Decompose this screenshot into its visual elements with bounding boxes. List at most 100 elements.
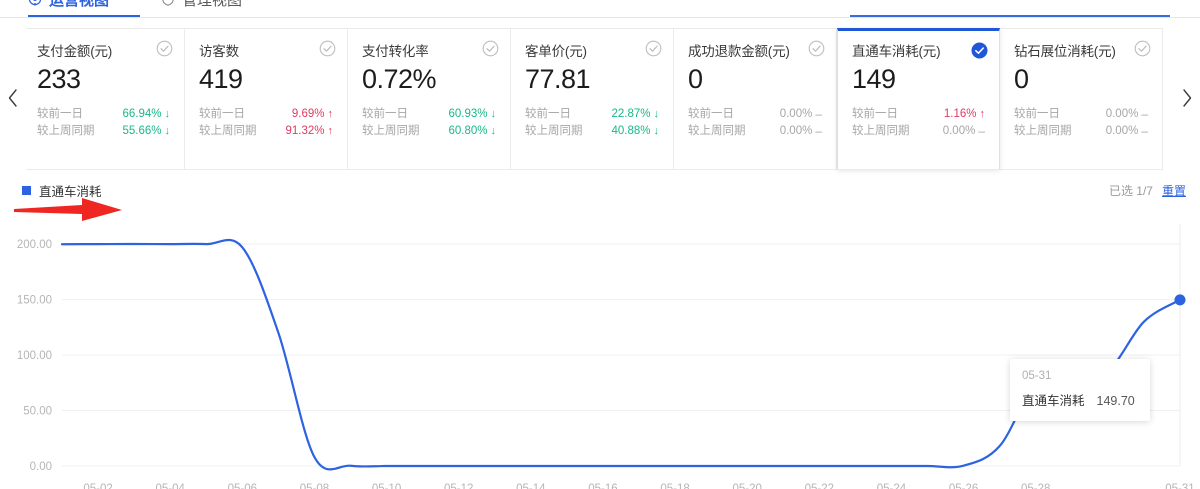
legend-item-chezhi[interactable]: 直通车消耗 [22, 181, 102, 200]
metric-card-comparisons: 较前一日 60.93% ↓ 较上周同期 60.80% ↓ [362, 106, 496, 140]
legend-label: 直通车消耗 [39, 185, 102, 199]
trend-flat-icon: – [815, 124, 822, 138]
tab-management-view[interactable]: 管理视图 [161, 0, 242, 18]
x-axis-tick-label: 05-28 [1021, 483, 1050, 489]
comparison-label: 较上周同期 [199, 125, 257, 137]
metric-card-title: 访客数 [199, 44, 239, 59]
shield-icon [161, 0, 175, 6]
comparison-label: 较上周同期 [688, 125, 746, 137]
trend-down-icon: ↓ [164, 108, 171, 120]
tab-operations-view[interactable]: 运营视图 [28, 0, 109, 18]
comparison-percent: 9.69% [291, 108, 325, 120]
metric-card-list: 支付金额(元) 233 较前一日 66.94% ↓ 较上周同期 55.66% ↓ 访客数 419 较… [22, 28, 1174, 170]
metric-comparison-row: 较上周同期 0.00% – [688, 123, 822, 140]
comparison-value-group: 22.87% ↓ [611, 106, 659, 123]
metric-card[interactable]: 访客数 419 较前一日 9.69% ↑ 较上周同期 91.32% ↑ [185, 28, 348, 170]
tabstrip-divider [0, 17, 1200, 18]
metric-card-comparisons: 较前一日 1.16% ↑ 较上周同期 0.00% – [852, 106, 985, 140]
x-axis-tick-label: 05-22 [805, 483, 834, 489]
view-tabstrip: 运营视图 管理视图 [0, 0, 1200, 18]
comparison-percent: 60.80% [448, 125, 488, 137]
legend-controls: 已选 1/7 重置 [1109, 182, 1186, 199]
comparison-label: 较上周同期 [525, 125, 583, 137]
x-axis-tick-label: 05-18 [660, 483, 689, 489]
metric-comparison-row: 较上周同期 0.00% – [852, 123, 985, 140]
secondary-underline [850, 15, 1170, 17]
metric-comparison-row: 较前一日 0.00% – [688, 106, 822, 123]
trend-flat-icon: – [1141, 124, 1148, 138]
metric-comparison-row: 较前一日 9.69% ↑ [199, 106, 333, 123]
trend-chart-block: 直通车消耗 已选 1/7 重置 0.00 50.00 100.00 150.00 200… [0, 176, 1200, 489]
metric-card-value: 0 [688, 64, 703, 94]
metric-card[interactable]: 支付转化率 0.72% 较前一日 60.93% ↓ 较上周同期 60.80% ↓ [348, 28, 511, 170]
check-circle-outline-icon[interactable] [1134, 40, 1151, 57]
active-tab-underline [28, 15, 140, 18]
x-axis-tick-label: 05-16 [588, 483, 617, 489]
metric-card-title: 支付金额(元) [37, 44, 113, 59]
y-axis-tick-label: 200.00 [17, 239, 52, 251]
x-axis-tick-label: 05-06 [228, 483, 257, 489]
comparison-percent: 1.16% [943, 108, 977, 120]
y-axis-tick-label: 0.00 [30, 461, 52, 473]
comparison-label: 较上周同期 [1014, 125, 1072, 137]
comparison-label: 较前一日 [852, 108, 898, 120]
last-point-marker[interactable] [1174, 294, 1186, 306]
metric-card-title: 成功退款金额(元) [688, 44, 790, 59]
metric-card[interactable]: 钻石展位消耗(元) 0 较前一日 0.00% – 较上周同期 0.00% – [1000, 28, 1163, 170]
carousel-prev-button[interactable] [0, 18, 26, 178]
trend-down-icon: ↓ [653, 108, 660, 120]
comparison-percent: 60.93% [448, 108, 488, 120]
metric-card-value: 0 [1014, 64, 1029, 94]
chart-plot-area[interactable]: 0.00 50.00 100.00 150.00 200.00 05-02 05-04 05-… [0, 204, 1200, 489]
reset-link[interactable]: 重置 [1161, 184, 1186, 198]
chevron-left-icon [7, 88, 19, 108]
metric-card-title: 钻石展位消耗(元) [1014, 44, 1116, 59]
carousel-next-button[interactable] [1174, 18, 1200, 178]
comparison-value-group: 60.93% ↓ [448, 106, 496, 123]
comparison-percent: 0.00% [779, 108, 813, 120]
comparison-label: 较前一日 [1014, 108, 1060, 120]
metric-card[interactable]: 支付金额(元) 233 较前一日 66.94% ↓ 较上周同期 55.66% ↓ [22, 28, 185, 170]
check-circle-outline-icon[interactable] [645, 40, 662, 57]
comparison-value-group: 55.66% ↓ [122, 123, 170, 140]
comparison-label: 较上周同期 [37, 125, 95, 137]
comparison-value-group: 0.00% – [1106, 123, 1148, 140]
comparison-percent: 0.00% [942, 125, 976, 137]
metric-card[interactable]: 成功退款金额(元) 0 较前一日 0.00% – 较上周同期 0.00% – [674, 28, 837, 170]
metric-comparison-row: 较前一日 22.87% ↓ [525, 106, 659, 123]
metric-card[interactable]: 客单价(元) 77.81 较前一日 22.87% ↓ 较上周同期 40.88% ↓ [511, 28, 674, 170]
comparison-value-group: 40.88% ↓ [611, 123, 659, 140]
metric-cards-region: 支付金额(元) 233 较前一日 66.94% ↓ 较上周同期 55.66% ↓ 访客数 419 较… [0, 18, 1200, 178]
metric-comparison-row: 较上周同期 40.88% ↓ [525, 123, 659, 140]
metric-card-title: 直通车消耗(元) [852, 44, 941, 59]
metric-card-value: 149 [852, 64, 896, 94]
comparison-value-group: 9.69% ↑ [292, 106, 333, 123]
metric-comparison-row: 较前一日 1.16% ↑ [852, 106, 985, 123]
trend-up-icon: ↑ [979, 108, 986, 120]
check-circle-outline-icon[interactable] [808, 40, 825, 57]
trend-down-icon: ↓ [490, 125, 497, 137]
comparison-label: 较上周同期 [362, 125, 420, 137]
metric-comparison-row: 较上周同期 91.32% ↑ [199, 123, 333, 140]
check-circle-filled-icon[interactable] [971, 42, 988, 59]
trend-up-icon: ↑ [327, 125, 334, 137]
check-circle-outline-icon[interactable] [319, 40, 336, 57]
x-axis-tick-label: 05-12 [444, 483, 473, 489]
x-axis-tick-label: 05-20 [733, 483, 762, 489]
comparison-value-group: 0.00% – [1106, 106, 1148, 123]
metric-card[interactable]: 直通车消耗(元) 149 较前一日 1.16% ↑ 较上周同期 0.00% – [837, 28, 1000, 170]
check-circle-outline-icon[interactable] [156, 40, 173, 57]
comparison-percent: 0.00% [1105, 108, 1139, 120]
comparison-label: 较前一日 [37, 108, 83, 120]
comparison-label: 较上周同期 [852, 125, 910, 137]
check-circle-outline-icon[interactable] [482, 40, 499, 57]
trend-flat-icon: – [815, 107, 822, 121]
comparison-percent: 55.66% [122, 125, 162, 137]
metric-card-value: 0.72% [362, 64, 437, 94]
line-chart-svg[interactable]: 0.00 50.00 100.00 150.00 200.00 05-02 05-04 05-… [0, 204, 1200, 489]
comparison-percent: 22.87% [611, 108, 651, 120]
y-axis-tick-label: 50.00 [23, 406, 52, 418]
target-icon [28, 0, 42, 6]
comparison-label: 较前一日 [362, 108, 408, 120]
